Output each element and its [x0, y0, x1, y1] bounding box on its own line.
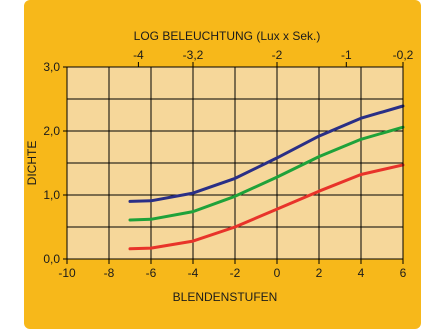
top-tick-label: -2 — [272, 48, 283, 62]
series-line-3 — [128, 163, 405, 251]
top-tick-label: -1 — [341, 48, 352, 62]
x-tick-label: 4 — [358, 266, 365, 280]
x-tick-label: -8 — [104, 266, 115, 280]
y-axis-title: DICHTE — [25, 141, 39, 186]
top-tick-label: -3,2 — [183, 48, 204, 62]
x-tick-label: 0 — [274, 266, 281, 280]
x-tick-label: -4 — [188, 266, 199, 280]
x-tick-label: -6 — [146, 266, 157, 280]
y-tick-label: 2,0 — [43, 124, 60, 138]
series-group — [128, 104, 405, 251]
top-tick-label: -4 — [133, 48, 144, 62]
y-tick-label: 1,0 — [43, 188, 60, 202]
x-tick-label: 6 — [400, 266, 407, 280]
y-tick-label: 3,0 — [43, 60, 60, 74]
x-tick-label: 2 — [316, 266, 323, 280]
series-line-1 — [128, 104, 405, 203]
top-tick-label: -0,2 — [393, 48, 414, 62]
x-tick-label: -2 — [230, 266, 241, 280]
top-axis-title: LOG BELEUCHTUNG (Lux x Sek.) — [134, 29, 321, 43]
y-tick-label: 0,0 — [43, 252, 60, 266]
x-tick-label: -10 — [58, 266, 76, 280]
series-line-2 — [128, 125, 405, 222]
tick-labels: -10 -8 -6 -4 -2 0 2 4 6 0,0 1,0 2,0 3,0 -4 -3,2 -2 -1 -0,… — [43, 48, 413, 280]
x-axis-title: BLENDENSTUFEN — [173, 290, 278, 304]
